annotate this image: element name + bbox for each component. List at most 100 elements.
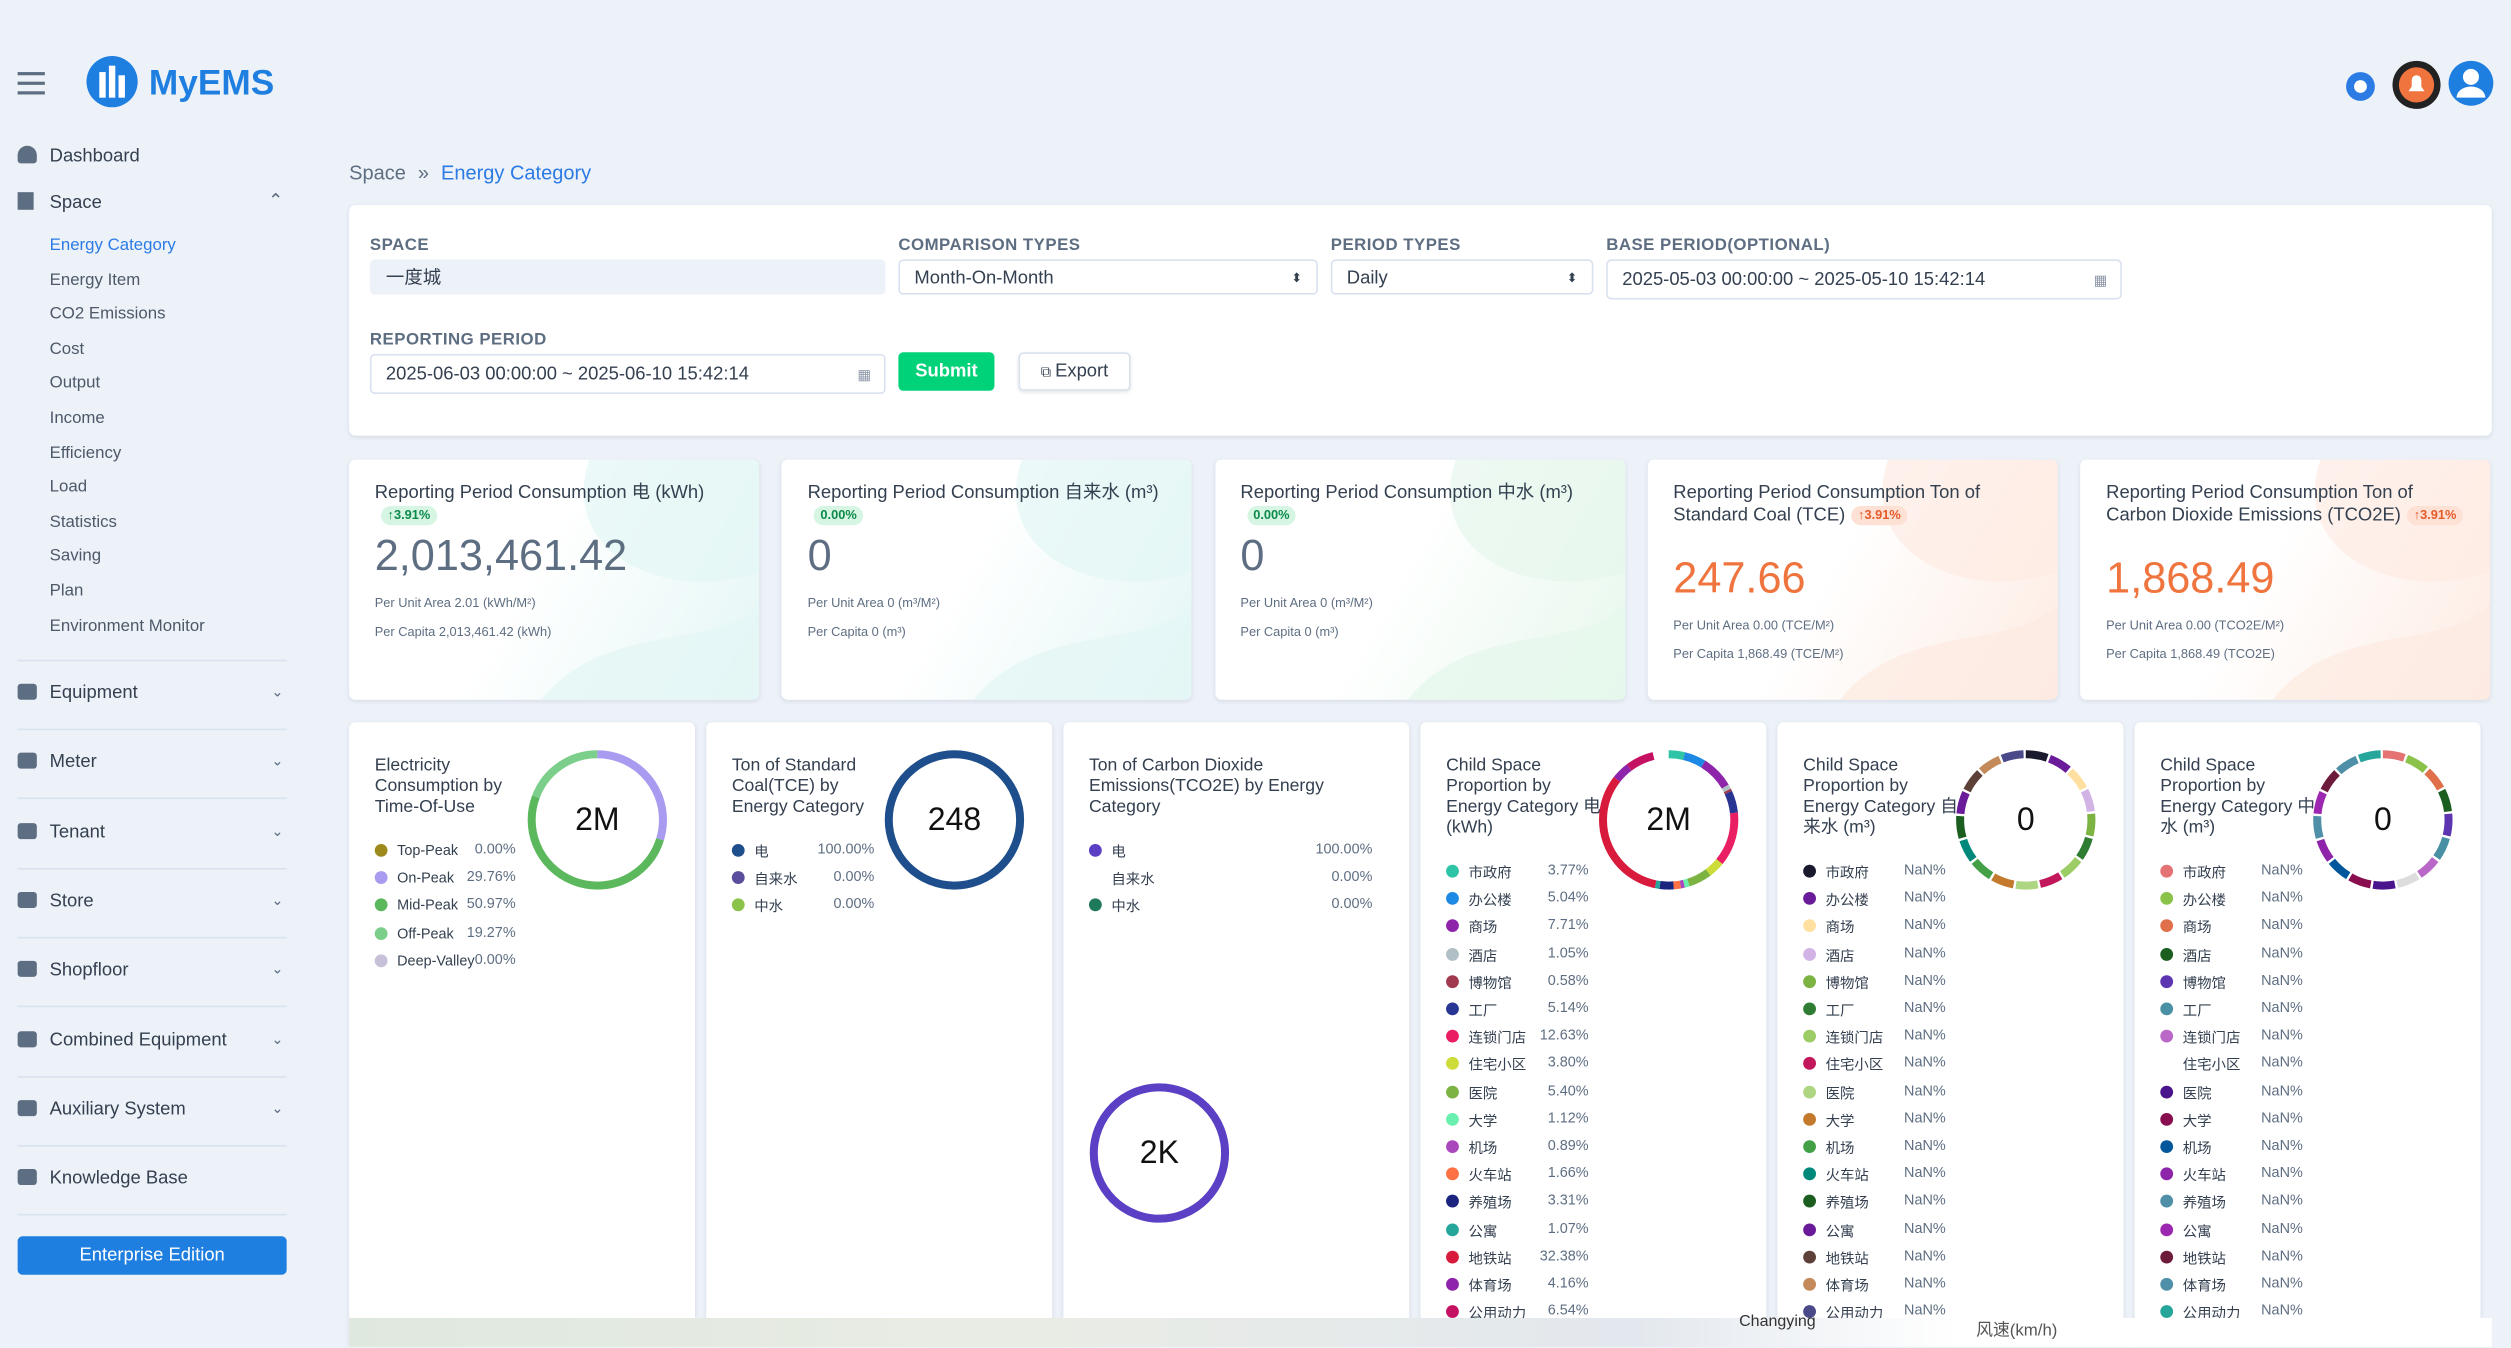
space-input[interactable]: 一度城 <box>370 259 886 294</box>
legend-dot <box>1803 892 1816 905</box>
legend-dot <box>1446 1113 1459 1126</box>
legend-dot <box>732 844 745 857</box>
nav-item[interactable]: Combined Equipment⌄ <box>18 1031 287 1050</box>
legend-dot <box>1803 1250 1816 1263</box>
legend-dot <box>375 954 388 967</box>
legend-value: 0.00% <box>475 951 516 967</box>
legend-dot <box>1446 1058 1459 1071</box>
legend-value: NaN% <box>1904 972 1946 988</box>
legend-dot <box>1803 920 1816 933</box>
legend-name: Mid-Peak <box>397 896 477 915</box>
nav-subitem[interactable]: CO2 Emissions <box>50 305 166 324</box>
period-select[interactable]: Daily⬍ <box>1331 259 1594 294</box>
nav-subitem[interactable]: Cost <box>50 339 85 358</box>
kpi-per-capita: Per Capita 2,013,461.42 (kWh) <box>375 625 552 639</box>
legend-name: 电 <box>1111 841 1125 862</box>
legend-value: NaN% <box>2261 1082 2303 1098</box>
legend-value: NaN% <box>1904 1302 1946 1318</box>
nav-item[interactable]: Equipment⌄ <box>18 684 287 703</box>
legend-name: 养殖场 <box>2183 1192 2226 1213</box>
legend-value: NaN% <box>2261 1054 2303 1070</box>
nav-item[interactable]: Shopfloor⌄ <box>18 961 287 980</box>
export-button[interactable]: ⧉ Export <box>1018 352 1130 390</box>
legend-dot <box>2160 947 2173 960</box>
legend-value: NaN% <box>2261 1137 2303 1153</box>
donut-title: Ton of Standard Coal(TCE) by Energy Cate… <box>732 756 892 818</box>
reporting-period-input[interactable]: 2025-06-03 00:00:00 ~ 2025-06-10 15:42:1… <box>370 354 886 394</box>
submit-button[interactable]: Submit <box>898 352 994 390</box>
nav-item[interactable]: Knowledge Base <box>18 1169 287 1188</box>
user-avatar[interactable] <box>2447 59 2495 107</box>
donut-title: Child Space Proportion by Energy Categor… <box>1446 756 1606 839</box>
legend-name: 办公楼 <box>2183 889 2226 910</box>
nav-subitem[interactable]: Environment Monitor <box>50 616 205 635</box>
legend-name: 连锁门店 <box>1468 1027 1526 1048</box>
legend-value: NaN% <box>1904 944 1946 960</box>
comparison-select[interactable]: Month-On-Month⬍ <box>898 259 1318 294</box>
legend-value: NaN% <box>1904 1027 1946 1043</box>
kpi-badge: ↑3.91% <box>1852 506 1908 525</box>
nav-label: Store <box>50 892 94 911</box>
kpi-title: Reporting Period Consumption 自来水 (m³)0.0… <box>808 482 1173 527</box>
field-label: COMPARISON TYPES <box>898 235 1080 254</box>
nav-label: Shopfloor <box>50 961 129 980</box>
breadcrumb-parent[interactable]: Space <box>349 162 406 184</box>
legend-value: 0.00% <box>475 841 516 857</box>
legend-value: 6.54% <box>1548 1302 1589 1318</box>
map-strip: Changying 风速(km/h) <box>349 1318 2492 1347</box>
legend-value: NaN% <box>2261 1192 2303 1208</box>
legend-dot <box>1446 1223 1459 1236</box>
nav-subitem[interactable]: Income <box>50 408 105 427</box>
legend-name: Top-Peak <box>397 841 477 860</box>
settings-icon[interactable] <box>2341 67 2379 105</box>
legend-value: 1.07% <box>1548 1220 1589 1236</box>
nav-space[interactable]: Space⌃ <box>18 192 287 213</box>
kpi-per-unit-area: Per Unit Area 0.00 (TCO2E/M²) <box>2106 618 2284 632</box>
nav-icon <box>18 1100 37 1116</box>
select-value: Daily <box>1347 269 1388 288</box>
menu-toggle[interactable] <box>18 72 45 94</box>
kpi-per-capita: Per Capita 1,868.49 (TCO2E) <box>2106 647 2275 661</box>
legend-value: NaN% <box>1904 1054 1946 1070</box>
legend-dot <box>1446 947 1459 960</box>
donut-title: Electricity Consumption by Time-Of-Use <box>375 756 535 818</box>
nav-item[interactable]: Tenant⌄ <box>18 822 287 841</box>
nav-item[interactable]: Auxiliary System⌄ <box>18 1100 287 1119</box>
legend-dot <box>2160 1195 2173 1208</box>
legend-name: 养殖场 <box>1826 1192 1869 1213</box>
legend-value: NaN% <box>1904 1137 1946 1153</box>
nav-subitem[interactable]: Saving <box>50 547 101 566</box>
brand[interactable]: MyEMS <box>149 62 274 104</box>
nav-dashboard[interactable]: Dashboard <box>18 146 140 167</box>
nav-subitem[interactable]: Output <box>50 374 100 393</box>
legend-dot <box>2160 1168 2173 1181</box>
nav-subitem[interactable]: Load <box>50 478 87 497</box>
logo[interactable] <box>83 53 141 111</box>
legend-value: 100.00% <box>1316 841 1373 857</box>
nav-item[interactable]: Meter⌄ <box>18 753 287 772</box>
nav-subitem[interactable]: Energy Item <box>50 270 141 289</box>
kpi-value: 247.66 <box>1673 554 1805 604</box>
kpi-title: Reporting Period Consumption Ton of Carb… <box>2106 482 2471 527</box>
nav-subitem[interactable]: Energy Category <box>50 235 176 254</box>
legend-name: 自来水 <box>754 868 797 889</box>
legend-value: NaN% <box>2261 1109 2303 1125</box>
nav-subitem[interactable]: Efficiency <box>50 443 122 462</box>
enterprise-button[interactable]: Enterprise Edition <box>18 1236 287 1274</box>
kpi-per-unit-area: Per Unit Area 0.00 (TCE/M²) <box>1673 618 1834 632</box>
notification-icon[interactable] <box>2391 59 2442 110</box>
nav-subitem[interactable]: Statistics <box>50 512 117 531</box>
legend-name: 机场 <box>1468 1137 1497 1158</box>
legend-value: 3.77% <box>1548 862 1589 878</box>
legend-name: 博物馆 <box>1468 972 1511 993</box>
legend-dot <box>1446 865 1459 878</box>
donut-center-label: 0 <box>2374 801 2392 837</box>
nav-item[interactable]: Store⌄ <box>18 892 287 911</box>
legend-name: 市政府 <box>2183 862 2226 883</box>
legend-name: 火车站 <box>1468 1165 1511 1186</box>
legend-value: 5.14% <box>1548 999 1589 1015</box>
legend-dot <box>2160 892 2173 905</box>
nav-subitem[interactable]: Plan <box>50 581 84 600</box>
base-period-input[interactable]: 2025-05-03 00:00:00 ~ 2025-05-10 15:42:1… <box>1606 259 2122 299</box>
